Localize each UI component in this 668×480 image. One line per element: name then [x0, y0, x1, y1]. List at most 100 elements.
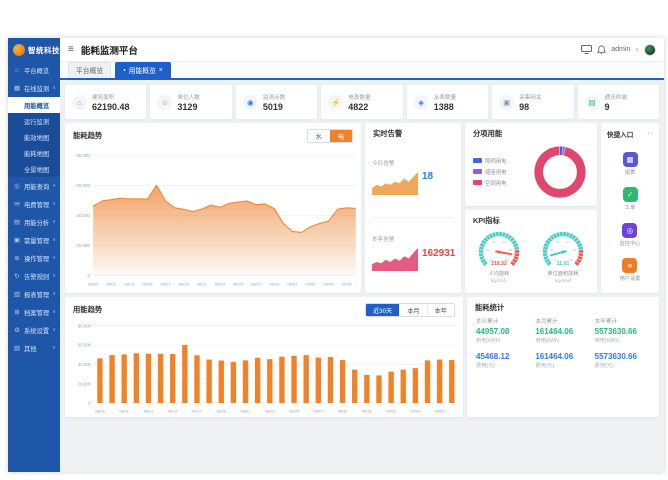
sidebar-item-other[interactable]: ▧ 其他 ∨ — [13, 345, 56, 353]
quick-entry-workorder[interactable]: ✓ 工单 — [622, 187, 638, 211]
svg-text:08/23: 08/23 — [265, 408, 275, 413]
chevron-down-icon: ∨ — [52, 291, 56, 297]
close-icon[interactable]: × — [158, 66, 163, 74]
svg-text:08/13: 08/13 — [144, 408, 154, 413]
svg-text:08/25: 08/25 — [233, 282, 244, 287]
grid-plus-icon: ⊞ — [14, 309, 20, 316]
svg-text:20: 20 — [550, 248, 554, 252]
hamburger-icon[interactable]: ≡ — [68, 44, 74, 55]
stats-col-year: 本年累计 5573630.66 用电(kWh) 5573630.66 费用(元) — [594, 319, 637, 369]
document-icon: ▥ — [13, 291, 21, 298]
point-icon: ◉ — [242, 94, 258, 110]
stats-col-month: 本月累计 161464.06 用电(kWh) 161464.06 费用(元) — [535, 319, 574, 369]
quick-entry-user-settings[interactable]: ≡ 用户设置 — [620, 257, 640, 282]
toggle-water[interactable]: 水 — [307, 130, 330, 142]
stat-card-electric-meters: ⚡ 电表数量 4822 — [321, 85, 403, 119]
next-arrow-icon[interactable]: › — [651, 131, 653, 137]
alarm-today-block: 今日告警 18 — [365, 141, 461, 217]
energy-trend-title: 能耗趋势 — [73, 131, 103, 140]
period-tab-month[interactable]: 本月 — [399, 304, 427, 316]
energy-trend-card: 能耗趋势 水 电 0 20,000 40,000 60,000 80,000 08/09 0… — [65, 123, 361, 293]
stat-card-headcount: ☺ 单位人数 3129 — [150, 85, 232, 119]
quick-entry-monitor-center[interactable]: ◎ 监控中心 — [620, 222, 640, 247]
prev-arrow-icon[interactable]: ‹ — [647, 131, 650, 137]
daily-trend-title: 用能趋势 — [73, 305, 103, 314]
stats-col-today: 本日累计 44957.08 用电(kWh) 45468.12 费用(元) — [476, 319, 510, 369]
daily-trend-bar-chart: 0 20,000 40,000 60,000 80,000 08/09 08/11 08/13… — [78, 323, 458, 413]
stat-card-monitor-points: ◉ 监测点数 5019 — [235, 85, 318, 119]
username[interactable]: admin — [611, 46, 631, 53]
sidebar-item-demand-management[interactable]: ▣ 需量管理 ∨ — [13, 237, 56, 245]
sidebar-item-online-monitoring[interactable]: ▦ 在线监测 ∧ — [13, 85, 56, 93]
svg-text:100: 100 — [505, 258, 510, 262]
svg-text:09/04: 09/04 — [324, 282, 335, 287]
stat-card-water-meters: ◈ 水表数量 1388 — [406, 85, 489, 119]
svg-text:40,000: 40,000 — [76, 213, 90, 218]
period-tab-30days[interactable]: 近30天 — [365, 304, 400, 316]
period-tab-year[interactable]: 本年 — [426, 304, 454, 316]
sidebar-item-energy-query[interactable]: ◎ 用能查询 ∨ — [14, 183, 56, 191]
stat-card-gateways: ▣ 采集网关 98 — [492, 85, 574, 119]
sidebar-item-energy-analysis[interactable]: ▤ 用能分析 ∨ — [13, 219, 56, 227]
active-dot-icon: ● — [123, 67, 126, 72]
donut-legend: 照明用电 插座用电 空调用电 — [473, 157, 507, 187]
sidebar-item-report-management[interactable]: ▥ 报表管理 ∨ — [13, 291, 56, 299]
monitor-center-icon: ◎ — [622, 222, 638, 238]
sidebar-item-platform-overview[interactable]: ⌂ 平台概览 — [8, 61, 60, 79]
tab-energy-overview[interactable]: ● 用能概览 × — [115, 62, 171, 78]
tab-bar: 平台概览 ● 用能概览 × — [60, 62, 664, 80]
svg-text:80,000: 80,000 — [76, 153, 90, 158]
svg-text:20: 20 — [486, 248, 490, 252]
tab-platform-overview[interactable]: 平台概览 — [68, 62, 112, 78]
sidebar-subitem-panorama-map[interactable]: 全景地图 — [24, 166, 50, 174]
sidebar-subitem-energy-overview[interactable]: 用能概览 — [8, 97, 60, 113]
sidebar-item-archive-management[interactable]: ⊞ 档案管理 ∨ — [14, 309, 56, 317]
gear-icon: ⚙ — [14, 327, 20, 334]
box-icon: ▣ — [13, 237, 21, 244]
sidebar-item-alarm-rules[interactable]: ↻ 告警规则 ∨ — [14, 273, 56, 281]
sidebar-item-system-settings[interactable]: ⚙ 系统设置 ∨ — [14, 327, 56, 335]
avatar[interactable] — [644, 43, 656, 56]
sidebar-item-tariff-management[interactable]: ✉ 电费管理 ∨ — [14, 201, 56, 209]
svg-text:08/13: 08/13 — [124, 282, 135, 287]
svg-text:08/27: 08/27 — [251, 282, 262, 287]
sidebar-subitem-operation-monitoring[interactable]: 运行监测 — [24, 118, 50, 126]
alarm-today-sparkline — [372, 171, 418, 195]
svg-text:08/29: 08/29 — [338, 408, 348, 413]
svg-text:08/09: 08/09 — [95, 408, 105, 413]
building-icon: ⌂ — [72, 94, 87, 110]
alarm-year-block: 本年告警 162931 — [365, 218, 461, 294]
svg-text:0: 0 — [88, 401, 91, 406]
row-3: 用能趋势 近30天 本月 本年 0 20,000 40,000 60,000 80,00… — [65, 297, 659, 417]
subitem-energy-title: 分项用能 — [473, 129, 503, 138]
svg-text:08/15: 08/15 — [168, 408, 179, 413]
svg-text:08/17: 08/17 — [161, 282, 172, 287]
search-icon: ◎ — [14, 183, 20, 190]
mail-icon: ✉ — [14, 201, 20, 208]
svg-text:40,000: 40,000 — [78, 362, 92, 367]
svg-text:08/21: 08/21 — [197, 282, 208, 287]
svg-text:08/31: 08/31 — [362, 408, 372, 413]
quick-entry-report[interactable]: ▦ 报表 — [622, 152, 638, 176]
svg-text:60,000: 60,000 — [76, 183, 90, 188]
content: ⌂ 建筑面积 62190.48 ☺ 单位人数 3129 ◉ 监测点数 5019 … — [60, 80, 664, 472]
sidebar-subitem-efficiency-map[interactable]: 能效地图 — [24, 134, 50, 142]
alarm-year-sparkline — [372, 248, 418, 272]
bell-icon[interactable] — [597, 45, 607, 55]
topbar: ≡ 能耗监测平台 admin ∨ — [60, 38, 664, 62]
energy-stats-title: 能耗统计 — [475, 303, 505, 312]
svg-text:08/21: 08/21 — [241, 408, 251, 413]
sidebar-item-operation-management[interactable]: ⊕ 操作管理 ∨ — [14, 255, 56, 263]
monitor-icon[interactable] — [581, 45, 593, 54]
sidebar-subitem-energy-map[interactable]: 能耗地图 — [24, 150, 50, 158]
page-title: 能耗监测平台 — [80, 45, 138, 57]
user-settings-icon: ≡ — [622, 257, 638, 273]
legend-chip-lighting — [473, 158, 482, 163]
svg-text:0: 0 — [554, 258, 556, 262]
misc-icon: ▧ — [13, 345, 21, 352]
chevron-down-icon[interactable]: ∨ — [635, 46, 639, 53]
toggle-electric[interactable]: 电 — [329, 130, 352, 142]
workorder-icon: ✓ — [622, 187, 638, 203]
home-icon: ⌂ — [15, 66, 19, 74]
